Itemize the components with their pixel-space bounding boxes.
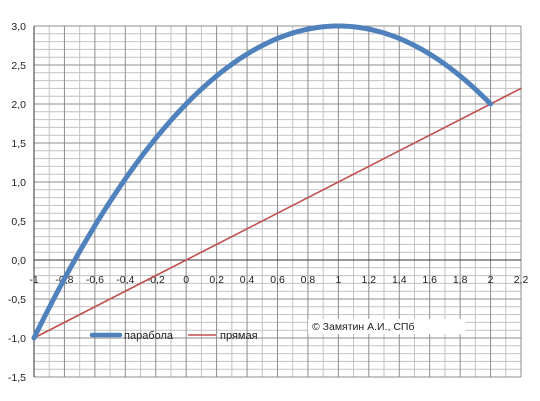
series-line [33, 87, 522, 339]
y-tick-label: 2,5 [11, 60, 26, 72]
x-tick-label: 1,2 [362, 274, 377, 286]
y-tick-label: 0,5 [11, 216, 26, 228]
x-tick-label: 2,2 [514, 274, 529, 286]
y-tick-label: -1,5 [8, 372, 26, 384]
x-tick-label: 0,2 [209, 274, 224, 286]
x-tick-labels: -1 -0,8 -0,6 -0,4 -0,2 0 0,2 0,4 0,6 0,8 1 1,2 1,4 1,… [29, 274, 528, 286]
x-tick-label: 1,8 [453, 274, 468, 286]
x-tick-label: 1 [335, 274, 341, 286]
y-tick-label: 1,5 [11, 138, 26, 150]
axes [33, 26, 521, 377]
credit-text: © Замятин А.И., СПб [312, 321, 415, 333]
legend-label-parabola: парабола [124, 330, 174, 342]
series-layer [31, 23, 522, 341]
y-tick-label: 0,0 [11, 255, 26, 267]
x-tick-label: 0,6 [270, 274, 285, 286]
legend-label-line: прямая [220, 330, 258, 342]
y-tick-label: 2,0 [11, 99, 26, 111]
y-tick-label: 3,0 [11, 21, 26, 33]
x-tick-label: -1 [29, 274, 38, 286]
x-tick-label: 0,4 [240, 274, 255, 286]
x-tick-label: 1,4 [392, 274, 407, 286]
x-tick-label: 1,6 [422, 274, 437, 286]
x-tick-label: 0 [183, 274, 189, 286]
legend: парабола прямая [89, 330, 258, 342]
x-tick-label: -0,4 [116, 274, 134, 286]
y-tick-label: -1,0 [8, 333, 26, 345]
credit-annotation: © Замятин А.И., СПб [308, 319, 465, 334]
x-tick-label: -0,6 [86, 274, 104, 286]
x-tick-label: 0,8 [301, 274, 316, 286]
y-tick-label: -0,5 [8, 294, 26, 306]
y-tick-label: 1,0 [11, 177, 26, 189]
x-tick-label: 2 [488, 274, 494, 286]
series-parabola [31, 23, 494, 341]
y-tick-labels: 3,0 2,5 2,0 1,5 1,0 0,5 0,0 -0,5 -1,0 -1,5 [8, 21, 26, 384]
